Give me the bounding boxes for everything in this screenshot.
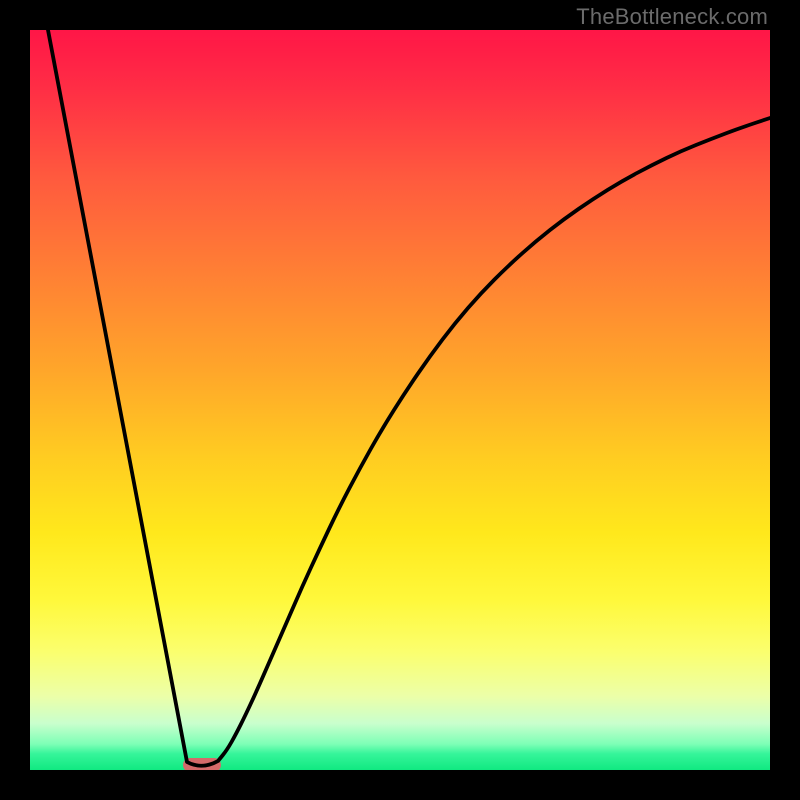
- chart-frame: TheBottleneck.com: [0, 0, 800, 800]
- gradient-plot: [30, 30, 770, 770]
- plot-area: [30, 30, 770, 770]
- watermark-text: TheBottleneck.com: [576, 4, 768, 30]
